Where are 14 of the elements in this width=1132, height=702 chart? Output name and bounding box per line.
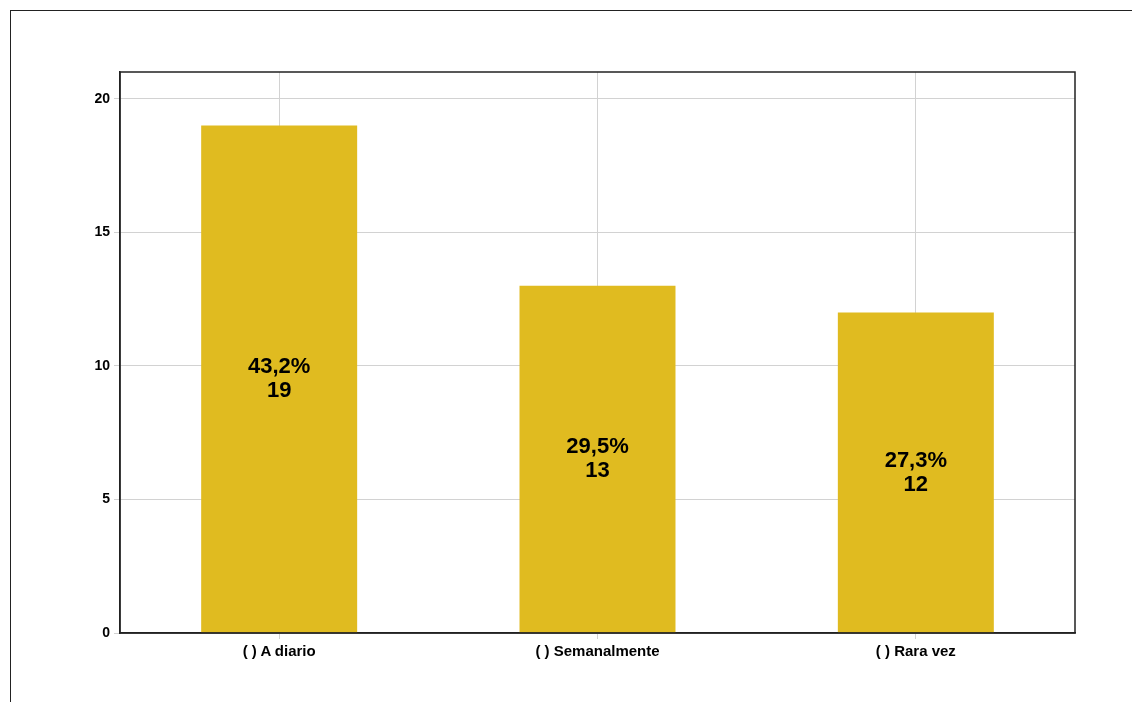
data-label: 27,3% 12 <box>884 446 948 496</box>
x-tick-label: ( ) A diario <box>242 642 316 660</box>
bar <box>837 312 994 633</box>
y-tick-label: 0 <box>102 623 111 640</box>
bar <box>201 125 358 633</box>
data-label: 29,5% 13 <box>566 433 629 483</box>
y-tick-label: 20 <box>94 89 111 106</box>
x-tick-label: ( ) Semanalmente <box>535 642 660 660</box>
y-tick-label: 15 <box>94 223 111 240</box>
bar <box>519 285 676 633</box>
y-tick-label: 10 <box>94 356 111 373</box>
y-tick-label: 5 <box>102 490 111 507</box>
data-label: 43,2% 19 <box>247 353 311 403</box>
x-tick-label: ( ) Rara vez <box>875 642 956 660</box>
